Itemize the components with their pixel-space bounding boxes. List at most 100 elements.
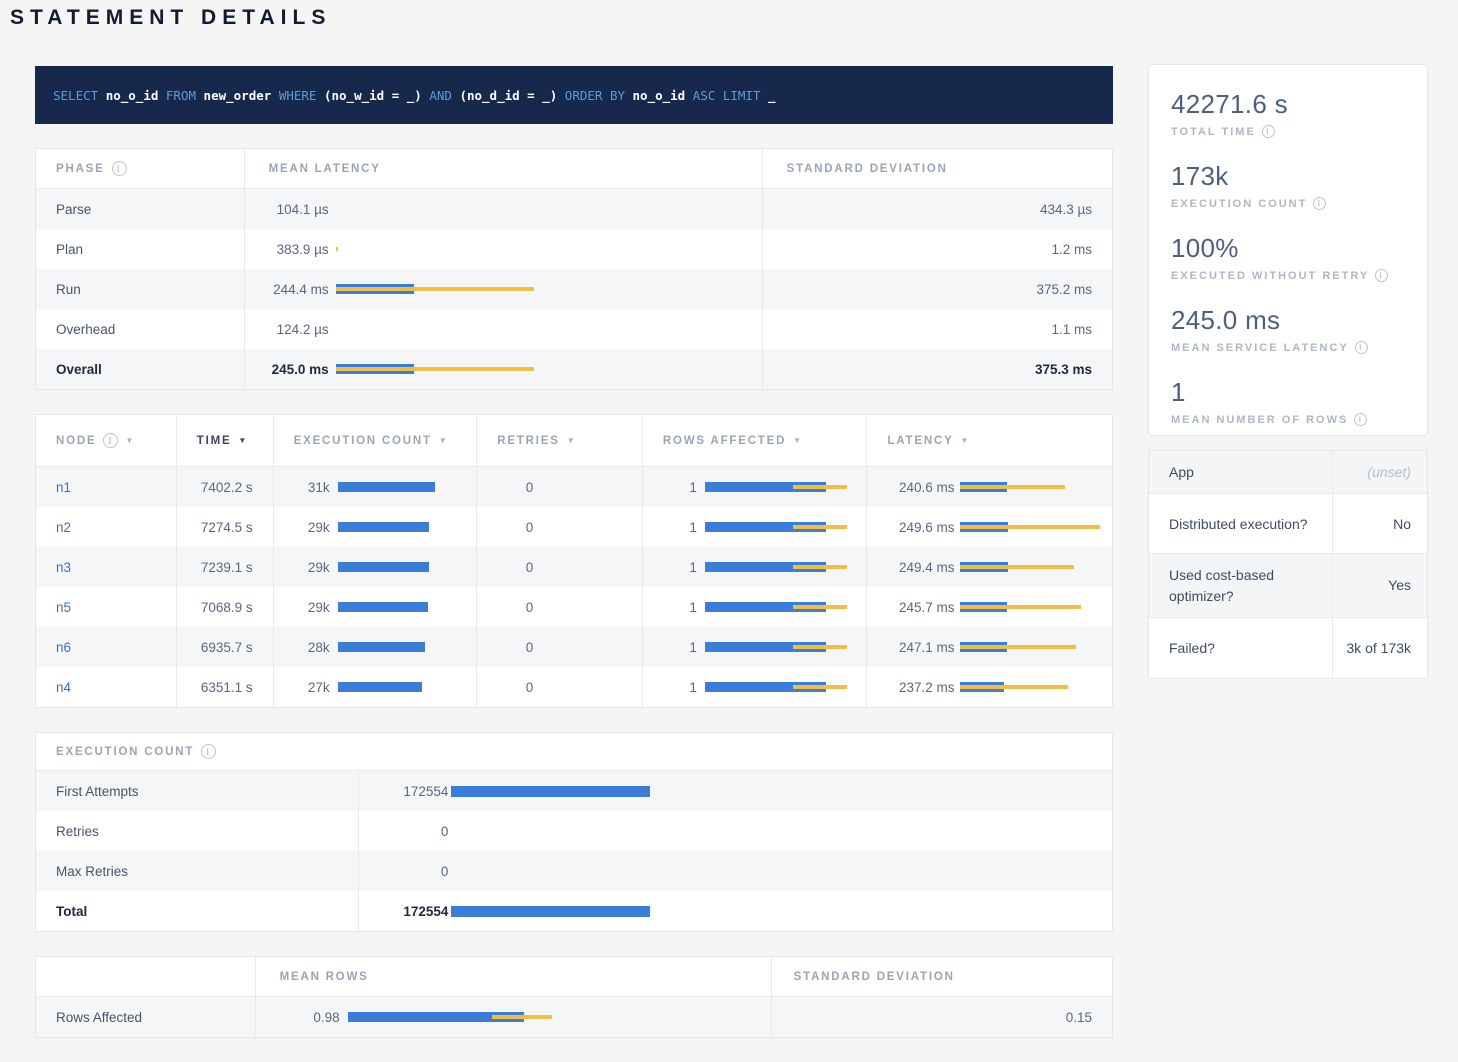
stat-value: 1 [1171, 377, 1405, 408]
rows-affected-value: 1 [643, 600, 697, 615]
detail-value: (unset) [1333, 451, 1427, 493]
table-row: Plan 383.9 µs 1.2 ms [36, 229, 1112, 269]
exec-count-value: 29k [274, 520, 330, 535]
latency-bar [336, 324, 736, 334]
exec-row-value: 0 [359, 864, 448, 879]
std-dev-value: 1.2 ms [1051, 242, 1092, 257]
info-icon[interactable]: i [1354, 413, 1367, 426]
sort-desc-icon[interactable]: ▼ [125, 437, 135, 445]
retries-value: 0 [477, 560, 533, 575]
sort-desc-icon[interactable]: ▼ [439, 437, 449, 445]
detail-row-cost-based-optimizer: Used cost-based optimizer? Yes [1149, 554, 1427, 618]
table-row-total: Total 172554 [36, 891, 1112, 931]
latency-bar [960, 602, 1105, 612]
node-stats-table: NODEi▼ TIME▼ EXECUTION COUNT▼ RETRIES▼ R… [35, 414, 1113, 708]
info-icon[interactable]: i [1262, 125, 1275, 138]
sort-desc-icon[interactable]: ▼ [238, 437, 248, 445]
exec-count-value: 27k [274, 680, 330, 695]
mean-latency-value: 245.0 ms [245, 362, 329, 377]
exec-row-label: First Attempts [56, 784, 139, 799]
execution-count-table: EXECUTION COUNTi First Attempts 172554 R… [35, 732, 1113, 932]
rows-affected-table-header: MEAN ROWS STANDARD DEVIATION [36, 957, 1112, 997]
stat-label: EXECUTION COUNTi [1171, 197, 1405, 210]
info-icon[interactable]: i [103, 433, 118, 448]
retries-value: 0 [477, 480, 533, 495]
latency-bar [336, 364, 736, 374]
info-icon[interactable]: i [1375, 269, 1388, 282]
latency-column-header[interactable]: LATENCY▼ [887, 435, 970, 447]
retries-column-header[interactable]: RETRIES▼ [497, 435, 576, 447]
latency-value: 247.1 ms [867, 640, 954, 655]
mean-latency-column-header: MEAN LATENCY [269, 163, 381, 175]
rows-affected-value: 1 [643, 520, 697, 535]
table-row: n5 7068.9 s 29k 0 1 245.7 ms [36, 587, 1112, 627]
rows-affected-bar [705, 642, 860, 652]
time-value: 7068.9 s [201, 600, 253, 615]
execution-count-table-header: EXECUTION COUNTi [36, 733, 1112, 771]
statement-details-card: App (unset) Distributed execution? No Us… [1148, 450, 1428, 679]
stat-value: 245.0 ms [1171, 305, 1405, 336]
time-value: 6351.1 s [201, 680, 253, 695]
rows-affected-table: MEAN ROWS STANDARD DEVIATION Rows Affect… [35, 956, 1113, 1038]
rows-affected-column-header[interactable]: ROWS AFFECTED▼ [663, 435, 803, 447]
table-row: n3 7239.1 s 29k 0 1 249.4 ms [36, 547, 1112, 587]
std-dev-value: 375.3 ms [1035, 362, 1092, 377]
page-title: STATEMENT DETAILS [10, 6, 331, 30]
phase-label: Overall [56, 362, 102, 377]
table-row-overall: Overall 245.0 ms 375.3 ms [36, 349, 1112, 389]
std-dev-value: 0.15 [1066, 1010, 1092, 1025]
latency-bar [960, 482, 1105, 492]
detail-row-failed: Failed? 3k of 173k [1149, 618, 1427, 678]
time-column-header[interactable]: TIME▼ [197, 435, 248, 447]
time-value: 7239.1 s [201, 560, 253, 575]
stat-executed-without-retry: 100% EXECUTED WITHOUT RETRYi [1171, 233, 1405, 282]
rows-affected-bar [705, 482, 860, 492]
rows-affected-label: Rows Affected [56, 1010, 142, 1025]
summary-stats-card: 42271.6 s TOTAL TIMEi 173k EXECUTION COU… [1148, 64, 1428, 436]
node-link[interactable]: n1 [56, 480, 71, 495]
exec-count-bar [338, 642, 468, 652]
time-value: 6935.7 s [201, 640, 253, 655]
info-icon[interactable]: i [1355, 341, 1368, 354]
sort-desc-icon[interactable]: ▼ [793, 437, 803, 445]
table-row: Max Retries 0 [36, 851, 1112, 891]
stat-value: 100% [1171, 233, 1405, 264]
exec-row-value: 172554 [359, 784, 448, 799]
rows-affected-bar [705, 682, 860, 692]
stat-label: EXECUTED WITHOUT RETRYi [1171, 269, 1405, 282]
stat-mean-number-of-rows: 1 MEAN NUMBER OF ROWSi [1171, 377, 1405, 426]
rows-affected-value: 1 [643, 640, 697, 655]
detail-row-distributed-execution: Distributed execution? No [1149, 494, 1427, 554]
sql-statement-box: SELECT no_o_id FROM new_order WHERE (no_… [35, 66, 1113, 124]
table-row: n2 7274.5 s 29k 0 1 249.6 ms [36, 507, 1112, 547]
info-icon[interactable]: i [1313, 197, 1326, 210]
mean-rows-column-header: MEAN ROWS [280, 971, 369, 983]
table-row: n4 6351.1 s 27k 0 1 237.2 ms [36, 667, 1112, 707]
time-value: 7274.5 s [201, 520, 253, 535]
phase-table-header: PHASEi MEAN LATENCY STANDARD DEVIATION [36, 149, 1112, 189]
node-link[interactable]: n5 [56, 600, 71, 615]
phase-label: Parse [56, 202, 91, 217]
sort-desc-icon[interactable]: ▼ [567, 437, 577, 445]
exec-count-value: 29k [274, 600, 330, 615]
node-link[interactable]: n3 [56, 560, 71, 575]
info-icon[interactable]: i [112, 161, 127, 176]
node-link[interactable]: n4 [56, 680, 71, 695]
mean-latency-value: 104.1 µs [245, 202, 329, 217]
node-link[interactable]: n6 [56, 640, 71, 655]
detail-value: No [1333, 494, 1427, 553]
rows-affected-value: 1 [643, 560, 697, 575]
sort-desc-icon[interactable]: ▼ [961, 437, 971, 445]
exec-count-column-header[interactable]: EXECUTION COUNT▼ [294, 435, 449, 447]
latency-bar [336, 204, 736, 214]
node-link[interactable]: n2 [56, 520, 71, 535]
info-icon[interactable]: i [201, 744, 216, 759]
latency-value: 240.6 ms [867, 480, 954, 495]
retries-value: 0 [477, 600, 533, 615]
std-dev-value: 375.2 ms [1036, 282, 1092, 297]
detail-row-app: App (unset) [1149, 451, 1427, 494]
latency-bar [960, 682, 1105, 692]
node-column-header[interactable]: NODEi▼ [56, 433, 135, 448]
retries-value: 0 [477, 680, 533, 695]
table-row: Parse 104.1 µs 434.3 µs [36, 189, 1112, 229]
